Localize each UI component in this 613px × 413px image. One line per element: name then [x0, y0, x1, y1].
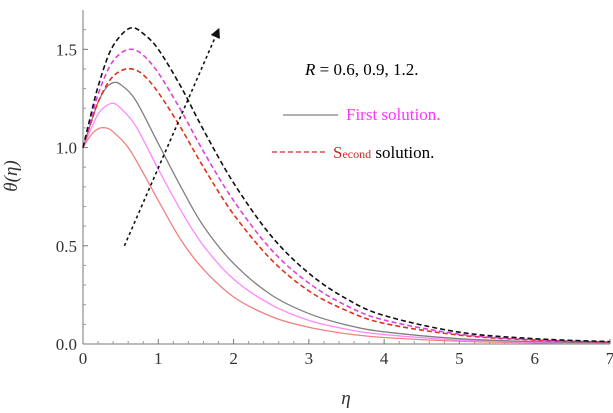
second-solution-label-S: S: [333, 143, 342, 162]
second-solution-label-rest: solution.: [371, 143, 434, 162]
x-ticks: 0 1 2 3 4 5 6 7: [79, 339, 613, 368]
second-solution-label-econd: econd: [342, 147, 371, 161]
trend-arrow: [123, 27, 220, 247]
x-tick-label: 7: [606, 349, 613, 368]
first-solution-label: First solution.: [346, 105, 440, 124]
x-tick-label: 6: [530, 349, 539, 368]
y-tick-label: 0.5: [56, 237, 77, 256]
second-solution-line-R06: [82, 67, 611, 344]
series-group: [82, 26, 611, 345]
x-tick-label: 3: [305, 349, 314, 368]
y-axis-title: θ(η): [1, 160, 22, 191]
second-solution-line-R09: [82, 48, 611, 343]
r-annotation-symbol: R: [304, 60, 316, 79]
y-tick-label: 0.0: [56, 335, 77, 354]
x-tick-label: 2: [229, 349, 238, 368]
second-solution-line-R12: [82, 26, 611, 343]
first-solution-line-R09: [82, 102, 611, 344]
second-solution-label: Second solution.: [333, 143, 434, 162]
x-tick-label: 1: [154, 349, 163, 368]
axes: [82, 10, 610, 345]
first-solution-line-R12: [82, 81, 611, 344]
x-axis-title: η: [341, 388, 350, 409]
legend: R = 0.6, 0.9, 1.2. First solution. Secon…: [272, 60, 440, 162]
y-tick-label: 1.5: [56, 40, 77, 59]
x-tick-label: 0: [79, 349, 88, 368]
x-tick-label: 4: [380, 349, 389, 368]
r-annotation-values: = 0.6, 0.9, 1.2.: [315, 60, 418, 79]
r-annotation: R = 0.6, 0.9, 1.2.: [304, 60, 418, 79]
first-solution-line-R06: [82, 126, 611, 345]
y-ticks: 0.0 0.5 1.0 1.5: [56, 29, 88, 354]
x-tick-label: 5: [455, 349, 464, 368]
y-tick-label: 1.0: [56, 139, 77, 158]
